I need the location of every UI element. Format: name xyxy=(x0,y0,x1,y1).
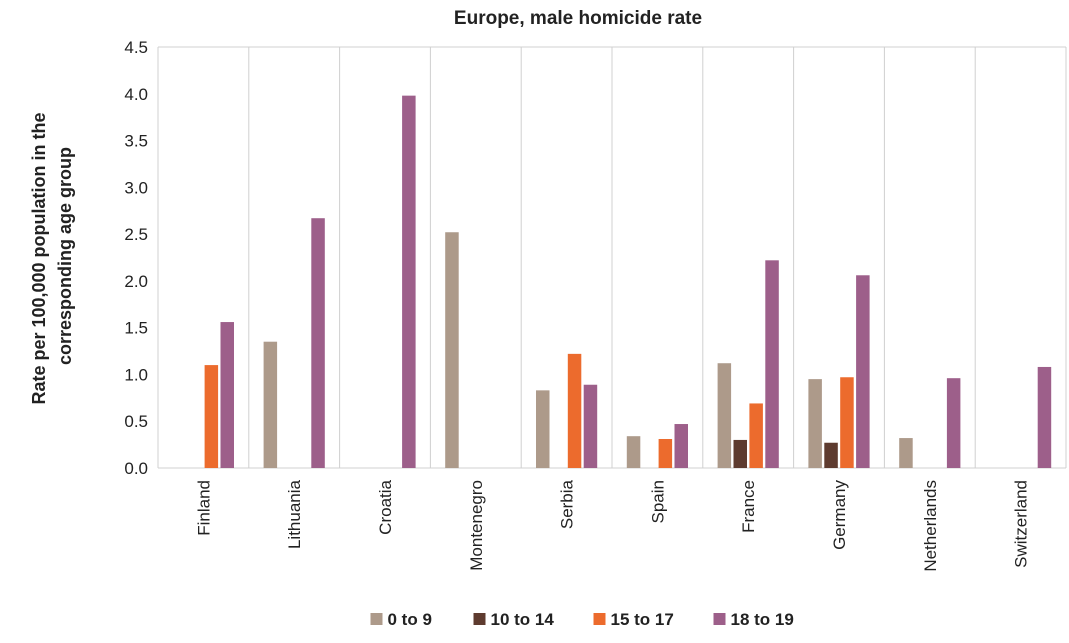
legend-label: 0 to 9 xyxy=(388,610,432,629)
bar-germany-0-to-9 xyxy=(808,379,822,468)
bar-france-0-to-9 xyxy=(717,363,732,468)
bar-serbia-0-to-9 xyxy=(536,390,550,468)
y-tick-label: 4.0 xyxy=(124,85,148,104)
y-tick-label: 1.5 xyxy=(124,319,148,338)
legend-swatch xyxy=(713,613,726,625)
legend-label: 15 to 17 xyxy=(611,610,674,629)
legend-swatch xyxy=(370,613,383,625)
y-axis-ticks: 0.0 0.5 1.0 1.5 2.0 2.5 3.0 3.5 4.0 4.5 xyxy=(124,38,148,478)
y-tick-label: 3.0 xyxy=(124,178,148,197)
chart-title: Europe, male homicide rate xyxy=(454,8,702,29)
bar-spain-18-to-19 xyxy=(674,424,688,468)
x-tick-label: Montenegro xyxy=(467,480,486,571)
bar-france-15-to-17 xyxy=(749,403,763,468)
bar-serbia-15-to-17 xyxy=(567,353,582,468)
bar-spain-15-to-17 xyxy=(658,438,673,468)
bar-france-18-to-19 xyxy=(765,260,779,468)
bar-germany-18-to-19 xyxy=(856,275,870,468)
bar-lithuania-0-to-9 xyxy=(263,341,278,468)
x-tick-label: Croatia xyxy=(376,479,395,534)
bar-montenegro-0-to-9 xyxy=(445,232,459,468)
y-tick-label: 1.0 xyxy=(124,365,148,384)
bar-netherlands-0-to-9 xyxy=(899,438,913,468)
legend-swatch xyxy=(593,613,606,625)
legend: 0 to 9 10 to 14 15 to 17 18 to 19 xyxy=(370,610,794,629)
x-axis-category-labels: Finland Lithuania Croatia Montenegro Serbia S… xyxy=(194,479,1030,571)
x-tick-label: Germany xyxy=(830,480,849,550)
bar-finland-15-to-17 xyxy=(204,365,219,468)
x-tick-label: France xyxy=(739,480,758,533)
bar-finland-18-to-19 xyxy=(220,322,234,468)
y-tick-label: 3.5 xyxy=(124,132,148,151)
y-tick-label: 0.0 xyxy=(124,459,148,478)
y-axis-label-line-1: Rate per 100,000 population in the xyxy=(29,112,49,404)
bar-germany-10-to-14 xyxy=(824,442,838,468)
y-tick-label: 0.5 xyxy=(124,412,148,431)
x-tick-label: Serbia xyxy=(558,479,577,529)
bar-croatia-18-to-19 xyxy=(402,95,416,468)
legend-swatch xyxy=(473,613,486,625)
x-tick-label: Spain xyxy=(648,480,667,523)
y-tick-label: 2.5 xyxy=(124,225,148,244)
bar-germany-15-to-17 xyxy=(840,377,854,468)
x-tick-label: Switzerland xyxy=(1012,480,1031,568)
y-axis-label-line-2: corresponding age group xyxy=(55,147,75,365)
bar-switzerland-18-to-19 xyxy=(1037,366,1052,468)
bar-spain-0-to-9 xyxy=(626,436,641,468)
x-tick-label: Netherlands xyxy=(921,480,940,572)
bar-lithuania-18-to-19 xyxy=(311,218,325,468)
y-axis-label: Rate per 100,000 population in the corre… xyxy=(29,107,75,404)
bar-france-10-to-14 xyxy=(733,439,747,468)
legend-label: 10 to 14 xyxy=(491,610,555,629)
y-tick-label: 4.5 xyxy=(124,38,148,57)
category-gridlines xyxy=(157,46,1067,469)
y-tick-label: 2.0 xyxy=(124,272,148,291)
bar-netherlands-18-to-19 xyxy=(946,378,961,468)
x-tick-label: Lithuania xyxy=(285,479,304,549)
bars xyxy=(204,95,1052,468)
bar-serbia-18-to-19 xyxy=(583,384,598,468)
x-tick-label: Finland xyxy=(194,480,213,536)
legend-label: 18 to 19 xyxy=(731,610,794,629)
